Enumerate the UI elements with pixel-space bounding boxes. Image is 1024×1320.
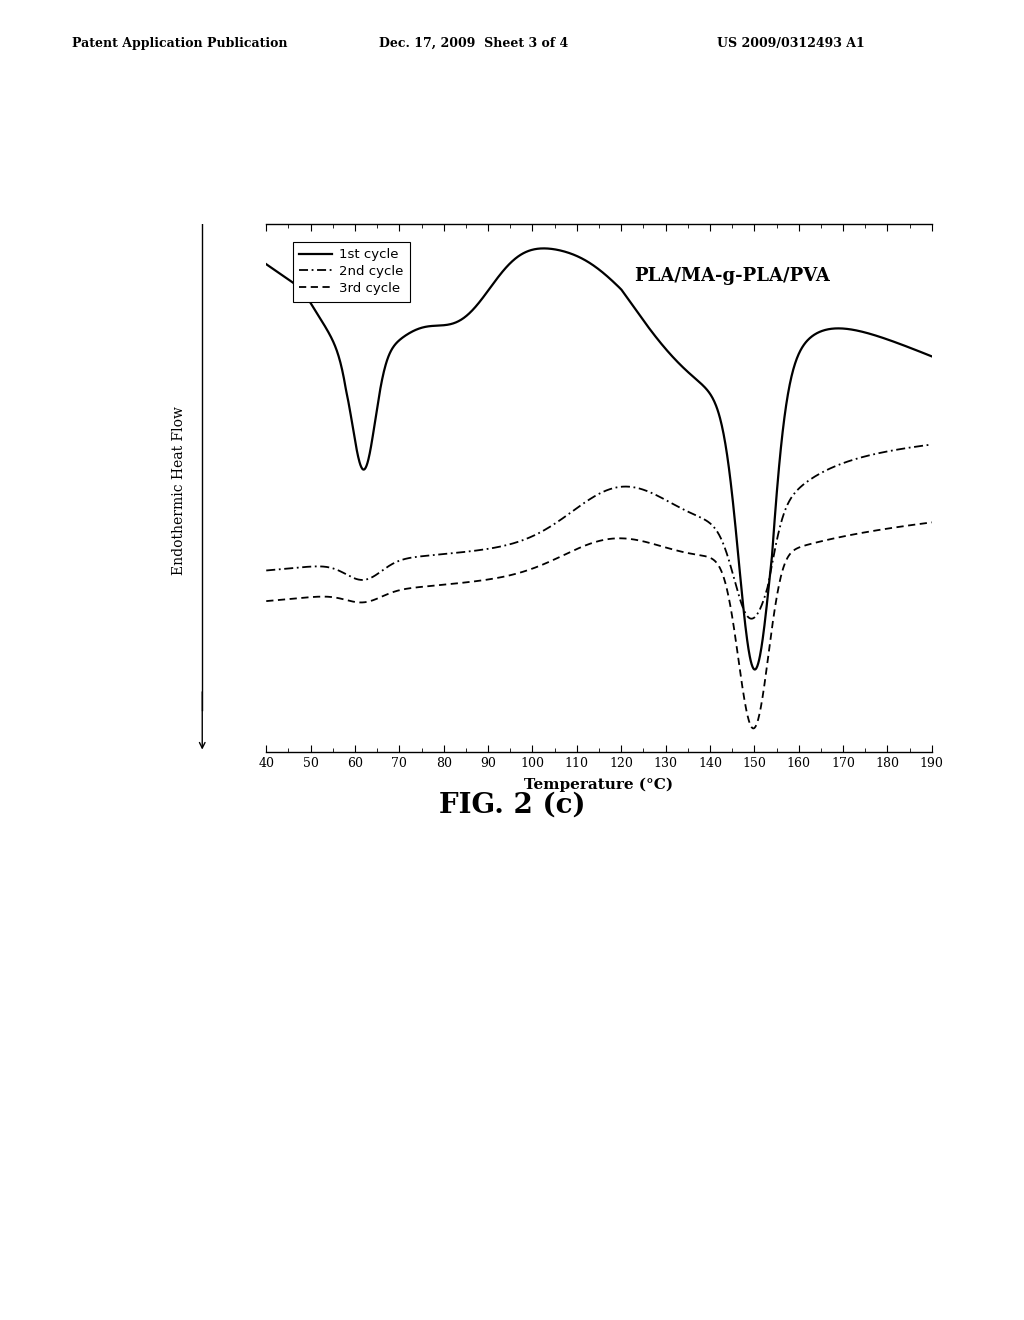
1st cycle [260,256,272,272]
3rd cycle [568,543,581,558]
2nd cycle [556,511,568,527]
Text: Dec. 17, 2009  Sheet 3 of 4: Dec. 17, 2009 Sheet 3 of 4 [379,37,568,50]
3rd cycle [339,591,351,607]
1st cycle [639,315,651,331]
X-axis label: Temperature (°C): Temperature (°C) [524,777,674,792]
2nd cycle [339,566,351,582]
3rd cycle [639,533,651,549]
Text: PLA/MA-g-PLA/PVA: PLA/MA-g-PLA/PVA [634,267,830,285]
2nd cycle [543,520,555,536]
1st cycle [926,348,938,364]
2nd cycle [926,437,938,453]
1st cycle [543,240,555,256]
3rd cycle [556,548,568,564]
3rd cycle [543,554,555,570]
3rd cycle [926,515,938,531]
1st cycle [339,375,351,391]
Line: 1st cycle: 1st cycle [266,248,932,669]
3rd cycle [311,589,324,605]
3rd cycle [748,721,760,737]
Text: Patent Application Publication: Patent Application Publication [72,37,287,50]
2nd cycle [745,611,758,627]
3rd cycle [260,593,272,609]
2nd cycle [260,562,272,578]
1st cycle [538,240,550,256]
Text: Endothermic Heat Flow: Endothermic Heat Flow [172,407,186,576]
Text: US 2009/0312493 A1: US 2009/0312493 A1 [717,37,864,50]
Text: FIG. 2 (c): FIG. 2 (c) [438,792,586,818]
2nd cycle [639,482,651,498]
1st cycle [311,306,324,322]
Legend: 1st cycle, 2nd cycle, 3rd cycle: 1st cycle, 2nd cycle, 3rd cycle [293,242,410,302]
Line: 2nd cycle: 2nd cycle [266,445,932,619]
Line: 3rd cycle: 3rd cycle [266,523,932,729]
1st cycle [557,243,569,259]
1st cycle [749,661,761,677]
2nd cycle [311,558,324,574]
1st cycle [568,247,581,263]
2nd cycle [568,502,581,517]
